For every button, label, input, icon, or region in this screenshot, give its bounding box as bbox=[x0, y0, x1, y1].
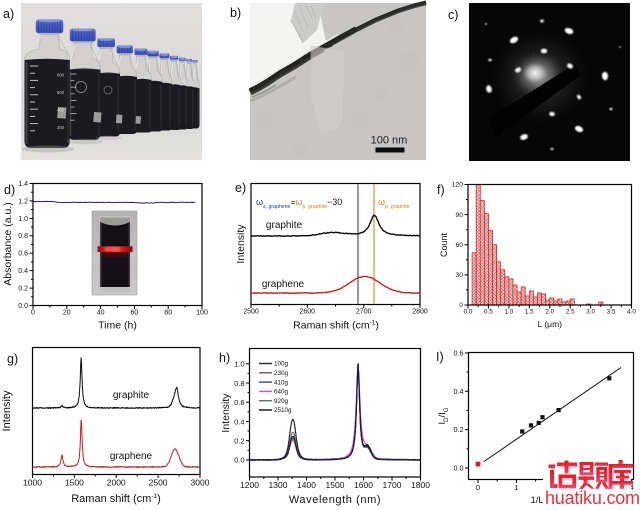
svg-text:100: 100 bbox=[196, 310, 208, 317]
svg-text:graphene: graphene bbox=[262, 279, 305, 290]
svg-text:100g: 100g bbox=[274, 361, 289, 368]
svg-text:30: 30 bbox=[455, 272, 463, 279]
svg-text:0.6: 0.6 bbox=[454, 349, 464, 358]
svg-text:3.0: 3.0 bbox=[586, 309, 595, 316]
svg-text:0.5: 0.5 bbox=[484, 309, 493, 316]
svg-text:Intensity: Intensity bbox=[1, 390, 13, 431]
svg-text:2500: 2500 bbox=[243, 309, 259, 316]
svg-text:Absorbance (a.u.): Absorbance (a.u.) bbox=[2, 202, 14, 285]
svg-text:1: 1 bbox=[514, 483, 518, 492]
svg-text:1000: 1000 bbox=[23, 478, 42, 488]
svg-text:2.0: 2.0 bbox=[545, 309, 554, 316]
svg-text:1200: 1200 bbox=[240, 480, 259, 490]
svg-text:80: 80 bbox=[164, 310, 172, 317]
svg-text:Intensity: Intensity bbox=[235, 224, 247, 264]
svg-text:g): g) bbox=[7, 352, 18, 366]
svg-text:2600: 2600 bbox=[300, 309, 316, 316]
svg-text:0.2: 0.2 bbox=[234, 437, 244, 446]
svg-text:60: 60 bbox=[131, 310, 139, 317]
svg-text:2800: 2800 bbox=[412, 309, 428, 316]
svg-text:3000: 3000 bbox=[191, 478, 210, 488]
svg-text:60: 60 bbox=[455, 242, 463, 249]
svg-text:0: 0 bbox=[31, 310, 35, 317]
svg-text:huatiku.com: huatiku.com bbox=[545, 488, 640, 508]
svg-text:1500: 1500 bbox=[326, 480, 345, 490]
svg-text:40: 40 bbox=[97, 310, 105, 317]
svg-text:1.0: 1.0 bbox=[505, 309, 514, 316]
svg-text:0.0: 0.0 bbox=[454, 464, 464, 473]
svg-text:0.4: 0.4 bbox=[18, 268, 28, 275]
svg-text:graphite: graphite bbox=[113, 390, 150, 401]
svg-text:230g: 230g bbox=[274, 370, 289, 377]
svg-text:1.0: 1.0 bbox=[18, 216, 28, 223]
svg-text:800: 800 bbox=[57, 73, 65, 78]
svg-text:2510g: 2510g bbox=[274, 407, 292, 414]
svg-text:b): b) bbox=[230, 6, 241, 20]
svg-text:640g: 640g bbox=[274, 389, 289, 396]
svg-text:I): I) bbox=[436, 350, 444, 364]
svg-text:120: 120 bbox=[452, 182, 464, 189]
svg-text:h): h) bbox=[219, 351, 230, 365]
svg-text:Intensity: Intensity bbox=[220, 393, 232, 433]
svg-text:0.2: 0.2 bbox=[18, 286, 28, 293]
svg-text:0.0: 0.0 bbox=[464, 309, 473, 316]
svg-text:1.2: 1.2 bbox=[18, 198, 28, 205]
svg-text:1.5: 1.5 bbox=[525, 309, 534, 316]
svg-text:ωs, graphene=ωp, graphite−30: ωs, graphene=ωp, graphite−30 bbox=[256, 197, 342, 210]
svg-text:920g: 920g bbox=[274, 398, 289, 405]
svg-text:Count: Count bbox=[439, 233, 449, 258]
svg-text:Wavelength (nm): Wavelength (nm) bbox=[289, 494, 381, 506]
svg-text:1800: 1800 bbox=[411, 480, 430, 490]
svg-text:1400: 1400 bbox=[297, 480, 316, 490]
svg-text:1300: 1300 bbox=[269, 480, 288, 490]
svg-text:1500: 1500 bbox=[65, 478, 84, 488]
svg-text:Raman shift (cm-1): Raman shift (cm-1) bbox=[71, 493, 161, 505]
svg-text:2.5: 2.5 bbox=[566, 309, 575, 316]
svg-text:0: 0 bbox=[459, 302, 463, 309]
svg-text:graphite: graphite bbox=[266, 220, 303, 231]
svg-text:Raman shift (cm-1): Raman shift (cm-1) bbox=[293, 320, 379, 332]
svg-text:1700: 1700 bbox=[383, 480, 402, 490]
svg-text:0.6: 0.6 bbox=[18, 251, 28, 258]
svg-text:e): e) bbox=[235, 181, 246, 195]
svg-text:2500: 2500 bbox=[149, 478, 168, 488]
svg-text:graphene: graphene bbox=[110, 451, 153, 462]
svg-text:d): d) bbox=[4, 183, 15, 197]
svg-text:ID/IG: ID/IG bbox=[437, 407, 450, 424]
svg-text:2000: 2000 bbox=[107, 478, 126, 488]
svg-text:ωp, graphite: ωp, graphite bbox=[378, 197, 410, 210]
svg-text:0.4: 0.4 bbox=[234, 417, 244, 426]
svg-text:3.5: 3.5 bbox=[607, 309, 616, 316]
svg-text:20: 20 bbox=[63, 310, 71, 317]
svg-text:410g: 410g bbox=[274, 379, 289, 386]
svg-text:L (μm): L (μm) bbox=[538, 319, 563, 329]
svg-text:a): a) bbox=[3, 7, 14, 21]
svg-text:f): f) bbox=[437, 183, 445, 197]
svg-text:200: 200 bbox=[57, 125, 65, 130]
svg-text:0.8: 0.8 bbox=[18, 233, 28, 240]
svg-text:0.0: 0.0 bbox=[18, 303, 28, 310]
svg-text:2700: 2700 bbox=[356, 309, 372, 316]
svg-text:90: 90 bbox=[455, 212, 463, 219]
svg-text:0.2: 0.2 bbox=[454, 425, 464, 434]
svg-text:0.8: 0.8 bbox=[234, 379, 244, 388]
svg-text:4: 4 bbox=[630, 483, 634, 492]
svg-text:4.0: 4.0 bbox=[627, 309, 636, 316]
svg-text:100 nm: 100 nm bbox=[371, 135, 408, 147]
svg-text:1600: 1600 bbox=[354, 480, 373, 490]
svg-text:1.4: 1.4 bbox=[18, 181, 28, 188]
svg-text:0.0: 0.0 bbox=[234, 456, 244, 465]
svg-text:0: 0 bbox=[476, 483, 480, 492]
svg-text:0.4: 0.4 bbox=[454, 387, 464, 396]
svg-text:0.6: 0.6 bbox=[234, 398, 244, 407]
svg-text:c): c) bbox=[448, 8, 458, 22]
svg-text:600: 600 bbox=[57, 90, 65, 95]
svg-text:1.0: 1.0 bbox=[234, 360, 244, 369]
svg-text:Time (h): Time (h) bbox=[98, 320, 137, 332]
